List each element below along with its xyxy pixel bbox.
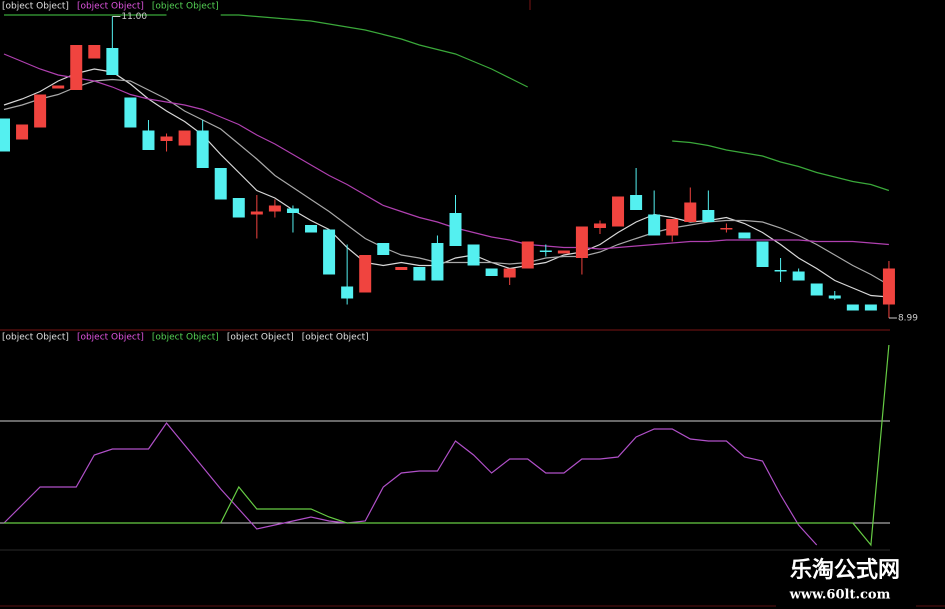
candle-body (557, 250, 570, 254)
candle-body (0, 118, 10, 152)
candle-body (268, 205, 281, 212)
candle-body (467, 244, 480, 266)
header-label: [object Object] (2, 2, 69, 12)
candle-body (16, 124, 29, 140)
candle-body (485, 268, 498, 276)
candle-body (178, 130, 191, 146)
candle-body (593, 223, 606, 228)
header-label: [object Object] (152, 333, 219, 343)
header-label: [object Object] (77, 333, 144, 343)
header-label: [object Object] (302, 333, 369, 343)
candle-body (756, 241, 769, 267)
candle-body (232, 198, 245, 218)
candle-body (846, 304, 859, 311)
candle-body (612, 196, 625, 227)
candle-body (359, 255, 372, 293)
low-label: 8.99 (898, 314, 918, 324)
candle-body (52, 85, 65, 89)
candle-body (341, 286, 354, 299)
candle-body (539, 250, 552, 252)
candle-body (810, 283, 823, 296)
candle-body (395, 267, 408, 270)
candle-body (323, 229, 336, 275)
candle-body (738, 232, 751, 239)
candle-body (630, 195, 643, 210)
indicator-line (4, 344, 890, 547)
high-label: 11.00 (121, 12, 147, 22)
candle-body (702, 210, 715, 222)
header-label: [object Object] (227, 333, 294, 343)
candle-body (305, 225, 318, 233)
candle-body (882, 268, 895, 305)
candle-body (774, 270, 787, 272)
candle-body (377, 243, 390, 255)
candle-body (503, 268, 516, 278)
candle-body (720, 228, 733, 230)
candle-body (106, 48, 119, 75)
candle-body (413, 267, 426, 281)
watermark-url: www.60lt.com (789, 588, 891, 603)
candle-body (250, 211, 263, 215)
candle-body (449, 213, 462, 246)
candle-body (575, 226, 588, 258)
candle-body (196, 130, 209, 168)
indicator-line (3, 53, 889, 250)
candle-body (124, 97, 137, 128)
candle-body (666, 219, 679, 236)
candle-body (142, 130, 155, 150)
watermark-title: 乐淘公式网 (790, 557, 900, 583)
candle-body (864, 304, 877, 311)
candle-body (160, 136, 173, 141)
indicator-line (3, 68, 889, 298)
candle-body (648, 214, 661, 236)
candle-body (34, 94, 47, 128)
indicator-line (3, 78, 890, 286)
candle-body (684, 202, 697, 222)
indicator-line (4, 14, 890, 192)
candle-body (431, 243, 444, 281)
candle-body (286, 208, 299, 213)
candle-body (70, 45, 83, 90)
header-label: [object Object] (152, 2, 219, 12)
candle-body (828, 295, 841, 299)
candle-body (214, 168, 227, 200)
candle-body (521, 241, 534, 269)
indicator-line (3, 422, 818, 546)
candle-body (792, 271, 805, 281)
header-label: [object Object] (77, 2, 144, 12)
header-label: [object Object] (2, 333, 69, 343)
plot-area: 11.00 8.99 [object Object] [object Object] [… (0, 2, 918, 547)
watermark-box (776, 553, 916, 609)
candle-body (88, 45, 101, 59)
